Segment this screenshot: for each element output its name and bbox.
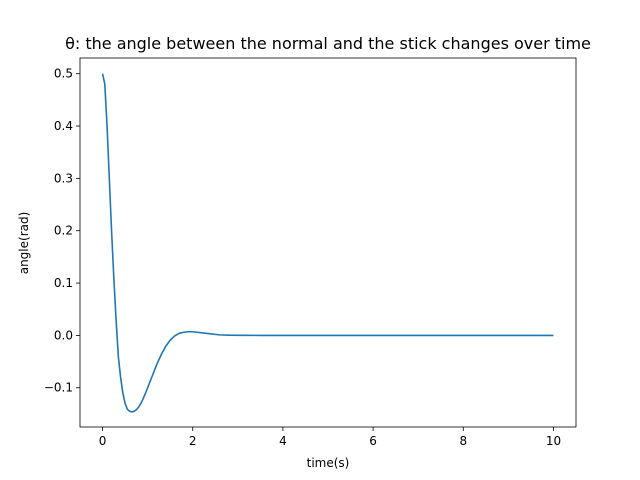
- chart-title: θ: the angle between the normal and the …: [65, 34, 591, 53]
- x-tick-label: 0: [99, 434, 107, 448]
- x-tick-label: 10: [546, 434, 561, 448]
- plot-area-frame: [79, 57, 577, 428]
- x-tick-label: 8: [459, 434, 467, 448]
- y-tick-label: 0.3: [54, 171, 73, 185]
- x-tick-label: 6: [369, 434, 377, 448]
- y-tick-label: 0.0: [54, 328, 73, 342]
- y-tick-label: −0.1: [44, 381, 73, 395]
- x-axis: 0 2 4 6 8 10: [99, 427, 561, 448]
- x-tick-label: 2: [189, 434, 197, 448]
- x-axis-label: time(s): [307, 456, 350, 470]
- series-line: [101, 73, 554, 413]
- series-layer: [101, 73, 554, 413]
- y-axis: −0.1 0.0 0.1 0.2 0.3 0.4 0.5: [44, 67, 80, 395]
- y-tick-label: 0.4: [54, 119, 73, 133]
- x-tick-label: 4: [279, 434, 287, 448]
- y-tick-label: 0.1: [54, 276, 73, 290]
- y-axis-label: angle(rad): [17, 212, 31, 275]
- y-tick-label: 0.5: [54, 67, 73, 81]
- y-tick-label: 0.2: [54, 224, 73, 238]
